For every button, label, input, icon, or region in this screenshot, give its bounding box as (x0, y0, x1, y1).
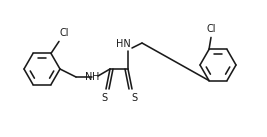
Text: HN: HN (116, 39, 131, 49)
Text: H: H (92, 72, 99, 82)
Text: Cl: Cl (206, 24, 216, 34)
Text: S: S (101, 93, 107, 103)
Text: S: S (131, 93, 137, 103)
Text: N: N (85, 72, 92, 82)
Text: Cl: Cl (60, 28, 69, 38)
